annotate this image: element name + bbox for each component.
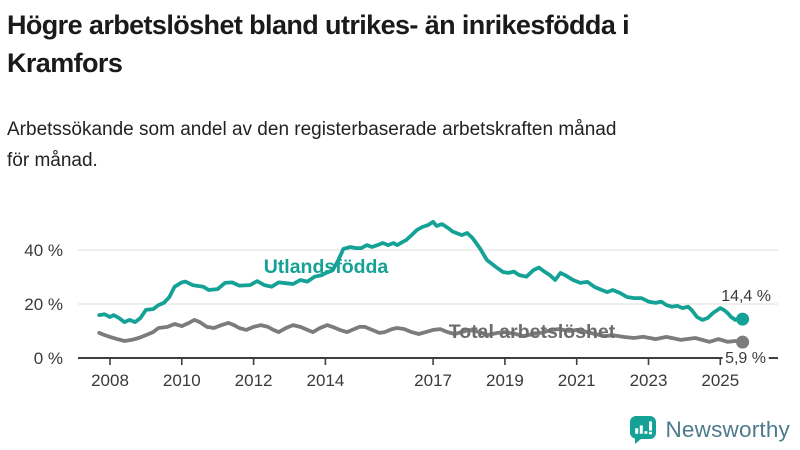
x-axis-tick-label: 2010 [163, 371, 201, 390]
page-title: Högre arbetslöshet bland utrikes- än inr… [7, 6, 795, 82]
series-line-total-arbetsl-shet [97, 317, 745, 345]
logo-text: Newsworthy [665, 417, 790, 442]
x-axis-tick-label: 2017 [414, 371, 452, 390]
series-label-total-arbetsl-shet: Total arbetslöshet [449, 321, 616, 343]
x-axis-tick-label: 2019 [486, 371, 524, 390]
chart-subtitle: Arbetssökande som andel av den registerb… [7, 114, 795, 176]
title-line-2: Kramfors [7, 48, 123, 78]
x-axis-tick-label: 2008 [91, 371, 129, 390]
y-axis-tick-label: 0 % [34, 349, 63, 368]
end-dot-utlandsf-dda [736, 312, 750, 326]
x-axis-tick-label: 2023 [630, 371, 668, 390]
end-value-label-total-arbetsl-shet: 5,9 % [725, 350, 766, 367]
x-axis-tick-label: 2021 [558, 371, 596, 390]
subtitle-line-1: Arbetssökande som andel av den registerb… [7, 119, 617, 140]
y-axis-tick-label: 20 % [24, 295, 63, 314]
newsworthy-logo: Newsworthy [629, 415, 790, 445]
series-line-utlandsf-dda [97, 219, 745, 325]
x-axis-tick-label: 2012 [235, 371, 273, 390]
end-dot-total-arbetsl-shet [736, 335, 750, 349]
subtitle-line-2: för månad. [7, 150, 98, 171]
x-axis-tick-label: 2025 [701, 371, 739, 390]
bar-chart-speech-bubble-icon [630, 416, 657, 444]
end-value-label-utlandsf-dda: 14,4 % [721, 288, 771, 305]
series-label-utlandsf-dda: Utlandsfödda [264, 256, 389, 278]
title-line-1: Högre arbetslöshet bland utrikes- än inr… [7, 10, 630, 40]
y-axis-tick-label: 40 % [24, 241, 63, 260]
x-axis-tick-label: 2014 [306, 371, 344, 390]
